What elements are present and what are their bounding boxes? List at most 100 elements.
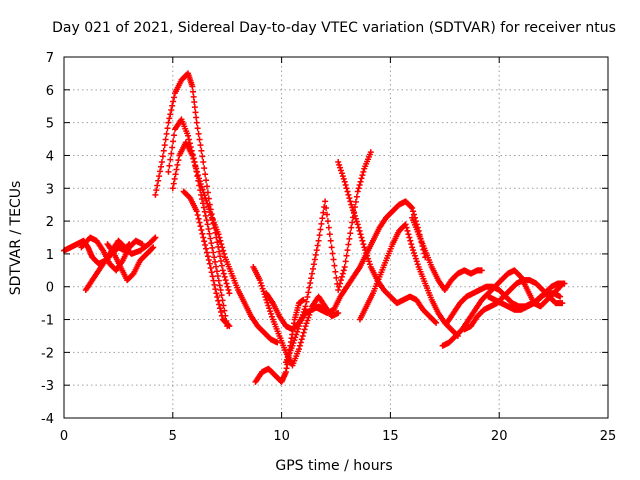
data-point-marker (299, 332, 306, 339)
data-point-marker (203, 217, 210, 224)
data-point-marker (357, 231, 364, 238)
data-point-marker (197, 142, 204, 149)
data-point-marker (311, 256, 318, 263)
series-arc-12 (282, 149, 374, 366)
data-point-marker (203, 249, 210, 256)
data-point-marker (194, 211, 201, 218)
data-point-marker (199, 153, 206, 160)
data-point-marker (328, 244, 335, 251)
data-point-marker (202, 171, 209, 178)
data-point-marker (256, 277, 263, 284)
data-point-marker (199, 230, 206, 237)
data-point-marker (349, 204, 356, 211)
data-point-marker (264, 299, 271, 306)
data-point-marker (217, 257, 224, 264)
data-point-marker (205, 226, 212, 233)
y-tick-label: 5 (46, 117, 54, 132)
data-point-marker (329, 250, 336, 257)
data-point-marker (300, 329, 307, 336)
data-point-marker (359, 237, 366, 244)
data-point-marker (351, 212, 358, 219)
data-point-marker (159, 153, 166, 160)
data-point-marker (294, 328, 301, 335)
data-point-marker (216, 282, 223, 289)
data-point-marker (205, 203, 212, 210)
data-point-marker (313, 247, 320, 254)
data-point-marker (354, 188, 361, 195)
data-point-marker (194, 168, 201, 175)
data-point-marker (171, 94, 178, 101)
data-point-marker (355, 185, 362, 192)
data-point-marker (348, 224, 355, 231)
data-point-marker (360, 241, 367, 248)
data-point-marker (216, 234, 223, 241)
x-tick-label: 10 (273, 429, 290, 444)
data-point-marker (299, 311, 306, 318)
data-point-marker (316, 232, 323, 239)
data-point-marker (351, 210, 358, 217)
data-point-marker (201, 208, 208, 215)
y-tick-label: 2 (46, 215, 54, 230)
data-point-marker (309, 265, 316, 272)
axis-ticks: 0 5 10 15 20 25 -4 -3 -2 -1 0 1 2 3 4 5 6 7 (41, 51, 616, 444)
data-point-marker (332, 268, 339, 275)
data-point-marker (561, 280, 568, 287)
data-point-marker (412, 255, 419, 262)
data-point-marker (292, 334, 299, 341)
data-point-marker (359, 172, 366, 179)
data-point-marker (333, 274, 340, 281)
y-tick-label: -3 (41, 379, 54, 394)
data-point-marker (200, 189, 207, 196)
data-point-marker (198, 183, 205, 190)
data-point-marker (199, 196, 206, 203)
data-point-marker (268, 310, 275, 317)
data-point-marker (343, 252, 350, 259)
data-point-marker (259, 285, 266, 292)
data-point-marker (337, 164, 344, 171)
data-point-marker (199, 186, 206, 193)
data-point-marker (300, 296, 307, 303)
data-point-marker (307, 279, 314, 286)
data-point-marker (318, 220, 325, 227)
data-point-marker (206, 206, 213, 213)
data-point-marker (268, 313, 275, 320)
data-point-marker (203, 197, 210, 204)
y-tick-label: -2 (41, 346, 54, 361)
data-point-marker (160, 147, 167, 154)
data-point-marker (312, 251, 319, 258)
grid (64, 57, 608, 418)
data-point-marker (258, 282, 265, 289)
data-point-marker (220, 270, 227, 277)
x-tick-label: 0 (60, 429, 68, 444)
data-point-marker (411, 252, 418, 259)
data-point-marker (413, 258, 420, 265)
data-point-marker (352, 198, 359, 205)
data-point-marker (365, 255, 372, 262)
data-point-marker (300, 309, 307, 316)
data-point-marker (410, 208, 417, 215)
x-axis-label: GPS time / hours (275, 458, 392, 474)
data-point-marker (213, 263, 220, 270)
data-point-marker (168, 150, 175, 157)
data-point-marker (172, 171, 179, 178)
data-point-marker (194, 172, 201, 179)
data-point-marker (218, 241, 225, 248)
data-point-marker (175, 157, 182, 164)
data-point-marker (185, 132, 192, 139)
data-point-marker (337, 280, 344, 287)
data-point-marker (215, 277, 222, 284)
data-point-marker (192, 109, 199, 116)
data-point-marker (204, 221, 211, 228)
data-point-marker (217, 237, 224, 244)
data-point-marker (167, 111, 174, 118)
data-point-marker (203, 177, 210, 184)
data-point-marker (208, 240, 215, 247)
data-point-marker (298, 336, 305, 343)
data-point-marker (173, 166, 180, 173)
data-point-marker (213, 290, 220, 297)
data-point-marker (225, 322, 232, 329)
data-point-marker (221, 250, 228, 257)
data-point-marker (194, 125, 201, 132)
data-point-marker (155, 177, 162, 184)
